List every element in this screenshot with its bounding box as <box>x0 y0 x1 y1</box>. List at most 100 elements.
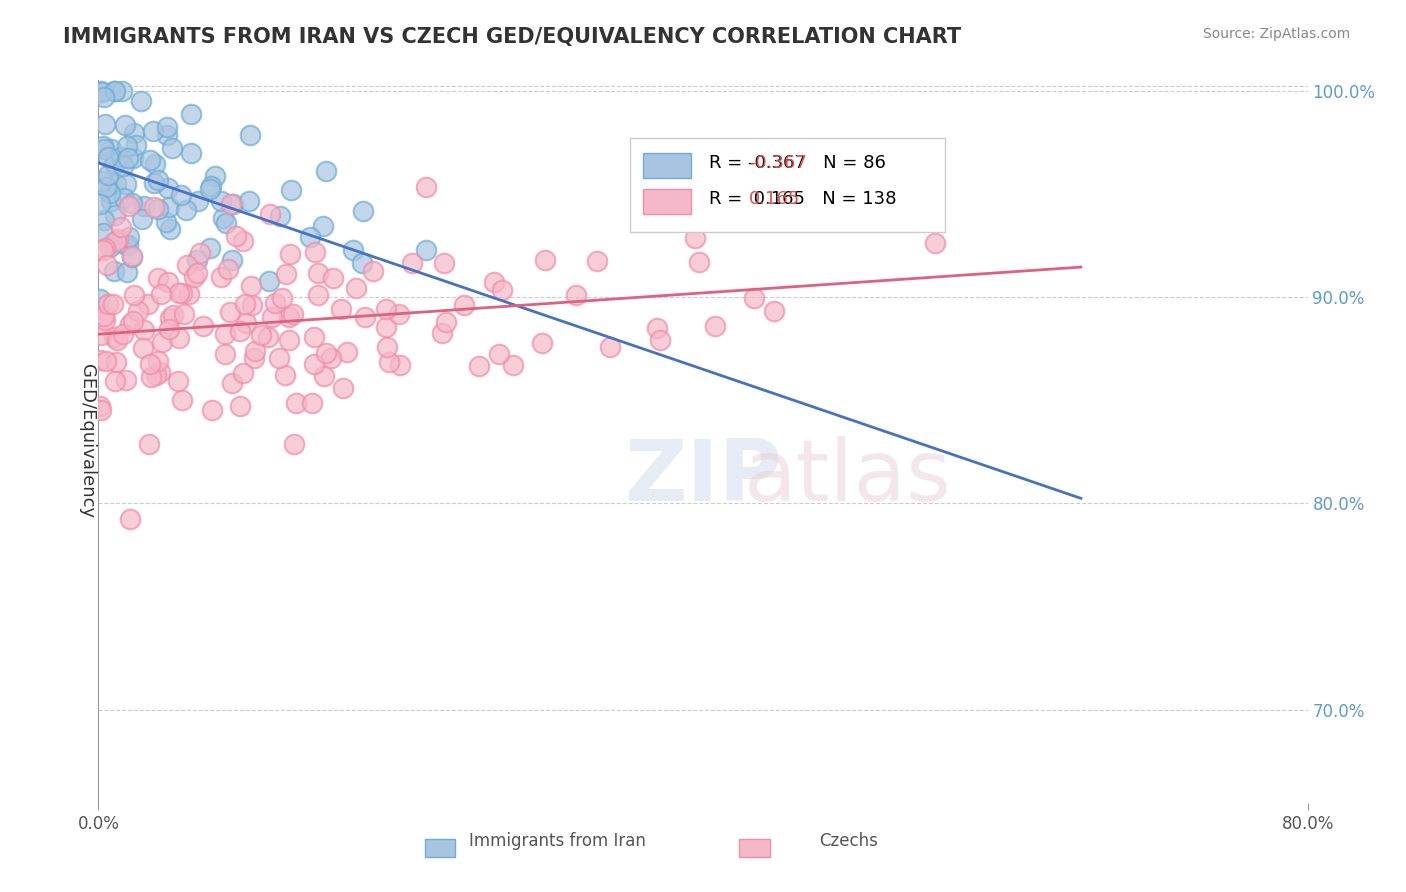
Text: R = -0.367   N = 86: R = -0.367 N = 86 <box>709 154 886 172</box>
Point <box>315 346 337 360</box>
Point <box>94 242 117 256</box>
Point <box>238 194 260 208</box>
Point <box>167 285 190 300</box>
Point <box>100 142 122 156</box>
Point <box>232 234 254 248</box>
Point <box>117 238 139 252</box>
Point <box>468 359 491 374</box>
Point <box>322 271 344 285</box>
Point <box>221 376 243 390</box>
Point <box>361 263 384 277</box>
Point <box>204 169 226 183</box>
Text: -0.367: -0.367 <box>749 154 807 172</box>
Point <box>169 187 191 202</box>
Point <box>180 145 202 160</box>
Point <box>176 258 198 272</box>
Point <box>131 212 153 227</box>
Point <box>243 343 266 358</box>
Point <box>239 278 262 293</box>
Point <box>232 366 254 380</box>
Point <box>122 151 145 165</box>
Point <box>212 211 235 225</box>
Point <box>170 393 193 408</box>
Point <box>120 318 142 332</box>
Point <box>118 198 141 212</box>
Point <box>105 355 128 369</box>
Point <box>103 156 125 170</box>
Point <box>114 177 136 191</box>
Point <box>352 256 374 270</box>
Point <box>127 304 149 318</box>
Point <box>277 333 299 347</box>
Point <box>260 310 283 324</box>
Point <box>342 243 364 257</box>
Point <box>114 373 136 387</box>
Point <box>319 351 342 366</box>
Point <box>159 310 181 325</box>
Point <box>94 117 117 131</box>
Point <box>186 253 208 268</box>
Point <box>93 90 115 104</box>
Point <box>97 149 120 163</box>
Point <box>276 268 298 282</box>
Point <box>156 276 179 290</box>
Point <box>156 181 179 195</box>
Point <box>488 347 510 361</box>
Point <box>215 216 238 230</box>
Point <box>271 292 294 306</box>
Point <box>200 178 222 193</box>
Point <box>110 219 132 234</box>
Point <box>233 297 256 311</box>
Point <box>336 344 359 359</box>
Point <box>167 374 190 388</box>
Point <box>145 368 167 382</box>
Point <box>434 315 457 329</box>
Point <box>188 246 211 260</box>
Text: IMMIGRANTS FROM IRAN VS CZECH GED/EQUIVALENCY CORRELATION CHART: IMMIGRANTS FROM IRAN VS CZECH GED/EQUIVA… <box>63 27 962 46</box>
Point <box>221 252 243 267</box>
Point <box>149 365 172 379</box>
Point <box>142 176 165 190</box>
Point <box>97 168 120 182</box>
Point <box>114 192 136 206</box>
Point <box>307 288 329 302</box>
Point <box>103 297 125 311</box>
Text: Czechs: Czechs <box>818 832 877 850</box>
Point <box>280 183 302 197</box>
Point <box>110 150 132 164</box>
Point <box>89 352 111 367</box>
Point <box>645 321 668 335</box>
Point <box>375 301 398 316</box>
Point <box>90 328 112 343</box>
Point <box>650 333 672 347</box>
Point <box>121 196 143 211</box>
Point <box>112 159 135 173</box>
Point <box>229 399 252 413</box>
Point <box>683 231 706 245</box>
Point <box>173 307 195 321</box>
Point <box>257 274 280 288</box>
Point <box>103 329 125 343</box>
Point <box>200 242 222 256</box>
Point <box>274 368 297 382</box>
Point <box>180 107 202 121</box>
Point <box>183 270 205 285</box>
Point <box>354 310 377 324</box>
Point <box>742 291 765 305</box>
Point <box>304 357 326 371</box>
Point <box>91 174 114 188</box>
Point <box>150 286 173 301</box>
Point <box>259 207 281 221</box>
Point <box>159 222 181 236</box>
Point <box>104 374 127 388</box>
Bar <box>643 188 690 214</box>
Point <box>433 256 456 270</box>
Bar <box>643 153 690 178</box>
Point <box>344 281 367 295</box>
Point <box>177 287 200 301</box>
Point <box>704 319 727 334</box>
Point <box>103 84 125 98</box>
Point <box>278 247 301 261</box>
Point <box>599 340 621 354</box>
Point <box>193 318 215 333</box>
